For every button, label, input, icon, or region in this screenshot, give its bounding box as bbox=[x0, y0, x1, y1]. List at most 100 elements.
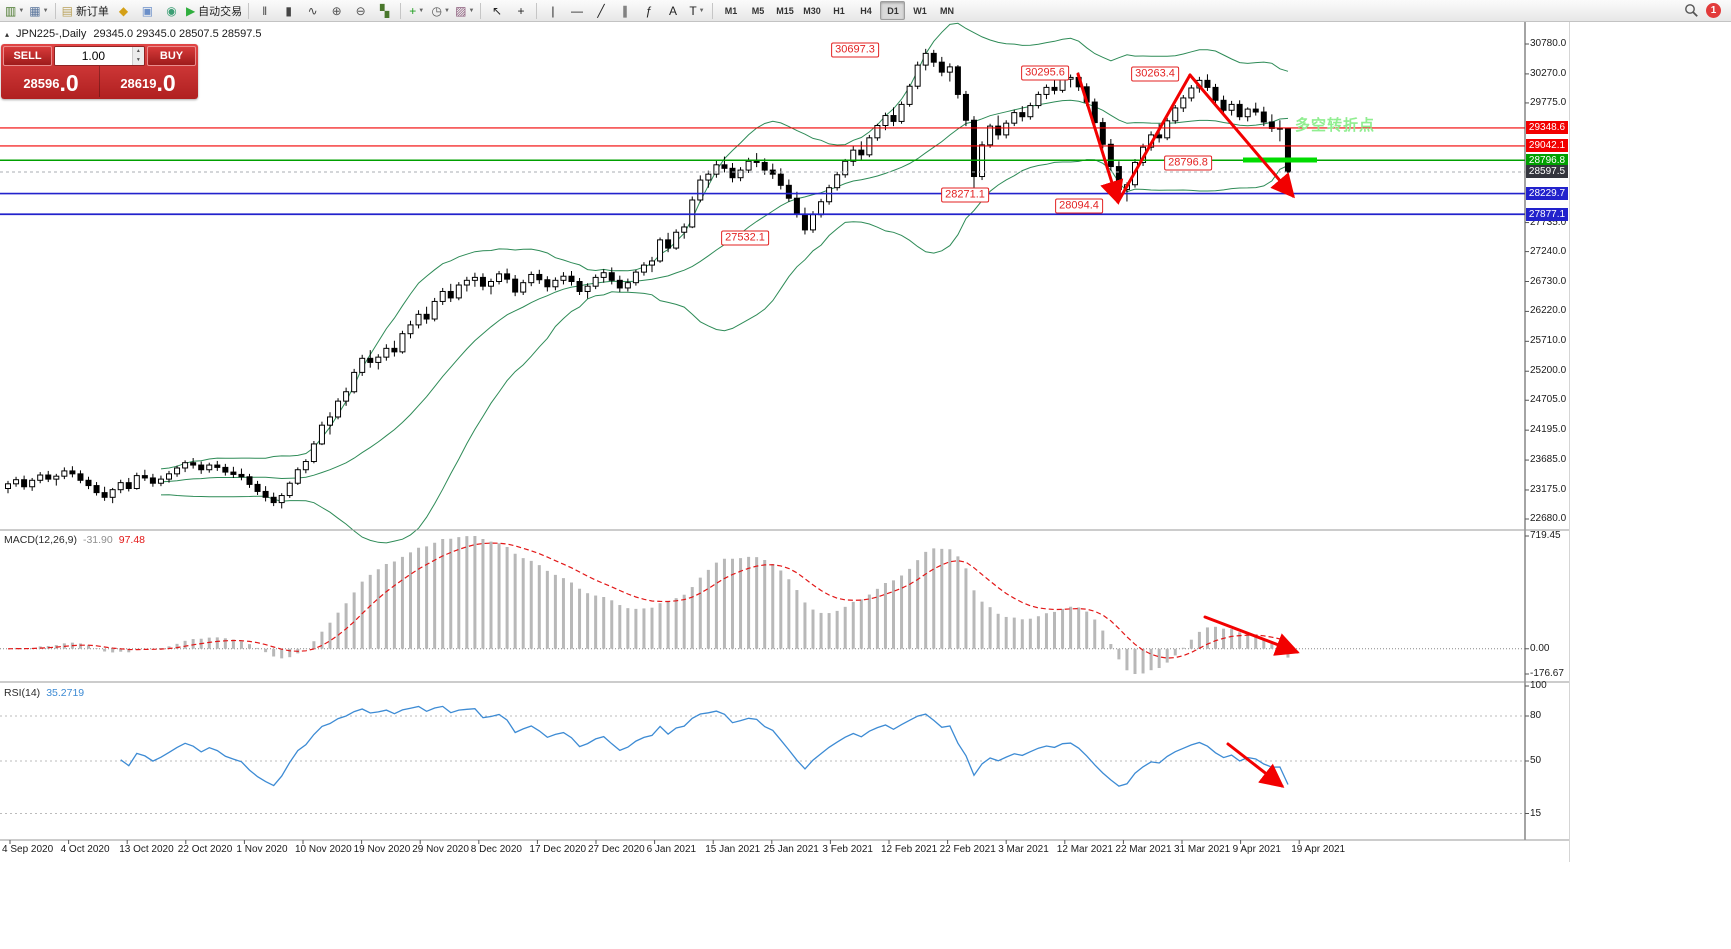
buy-price-fraction: .0 bbox=[156, 70, 176, 96]
templates-glyph: ▨ bbox=[455, 3, 467, 18]
tile-windows-icon[interactable]: ▚ bbox=[373, 2, 396, 20]
bar-chart-glyph: ‖ bbox=[262, 3, 268, 18]
horizontal-price-lines bbox=[0, 127, 1525, 216]
profiles-glyph: ▦ bbox=[29, 3, 41, 18]
line-chart-glyph: ∿ bbox=[307, 3, 318, 18]
toolbar-separator bbox=[480, 2, 482, 19]
timeframe-m30[interactable]: M30 bbox=[803, 5, 821, 16]
chevron-down-icon: ▼ bbox=[698, 7, 705, 14]
candlestick-chart-glyph: ▮ bbox=[285, 3, 292, 18]
chevron-down-icon: ▼ bbox=[42, 7, 49, 14]
fibonacci-glyph: ƒ bbox=[645, 3, 653, 18]
buy-price[interactable]: 28619.0 bbox=[100, 66, 196, 97]
market-watch-icon[interactable]: ▣ bbox=[136, 2, 159, 20]
periods-glyph: ◷ bbox=[431, 3, 442, 18]
zoom-in-glyph: ⊕ bbox=[331, 3, 342, 18]
horizontal-line-icon[interactable]: — bbox=[565, 2, 588, 20]
cursor-glyph: ↖ bbox=[491, 3, 502, 18]
timeframe-mn[interactable]: MN bbox=[939, 5, 954, 16]
text-icon[interactable]: A bbox=[661, 2, 684, 20]
market-watch-glyph: ▣ bbox=[141, 3, 154, 18]
trendline-glyph: ╱ bbox=[597, 3, 605, 18]
indicators-glyph: + bbox=[409, 3, 417, 18]
bollinger-bands bbox=[160, 22, 1289, 544]
annotation-layer bbox=[1076, 72, 1317, 788]
chart-canvas[interactable] bbox=[0, 22, 1569, 862]
horizontal-line-glyph: — bbox=[570, 3, 583, 18]
volume-stepper[interactable]: ▲ ▼ bbox=[54, 46, 145, 66]
candlestick-chart-icon[interactable]: ▮ bbox=[277, 2, 300, 20]
new-chart-glyph: ▥ bbox=[5, 3, 17, 18]
zoom-in-icon[interactable]: ⊕ bbox=[325, 2, 348, 20]
volume-spin-buttons: ▲ ▼ bbox=[131, 47, 144, 65]
metaeditor-icon[interactable]: ◆ bbox=[112, 2, 135, 20]
vertical-line-glyph: | bbox=[551, 3, 555, 18]
toolbar-separator bbox=[712, 2, 714, 19]
macd-signal-line bbox=[7, 542, 1289, 659]
rsi-value: 35.2719 bbox=[46, 687, 85, 699]
equidistant-channel-icon[interactable]: ∥ bbox=[613, 2, 636, 20]
trendline-icon[interactable]: ╱ bbox=[589, 2, 612, 20]
sell-button[interactable]: SELL bbox=[3, 46, 52, 66]
timeframe-w1[interactable]: W1 bbox=[913, 5, 927, 16]
timeframe-h4[interactable]: H4 bbox=[860, 5, 872, 16]
news-glyph: ◉ bbox=[166, 3, 177, 18]
buy-button[interactable]: BUY bbox=[147, 46, 196, 66]
turning-point-annotation: 多空转折点 bbox=[1295, 117, 1376, 134]
timeframe-d1[interactable]: D1 bbox=[880, 1, 906, 20]
volume-down-button[interactable]: ▼ bbox=[132, 56, 144, 65]
tile-windows-glyph: ▚ bbox=[380, 3, 390, 18]
ohlc-readout: 29345.0 29345.0 28507.5 28597.5 bbox=[93, 28, 262, 40]
cursor-icon[interactable]: ↖ bbox=[485, 2, 508, 20]
chevron-down-icon: ▼ bbox=[18, 7, 25, 14]
one-click-collapse-icon[interactable]: ▴ bbox=[5, 29, 10, 39]
toolbar-separator bbox=[536, 2, 538, 19]
templates-icon[interactable]: ▨ ▼ bbox=[453, 2, 476, 20]
equidistant-channel-glyph: ∥ bbox=[621, 3, 628, 18]
timeframe-m1[interactable]: M1 bbox=[724, 5, 738, 16]
rsi-panel bbox=[0, 715, 1525, 814]
candles-series bbox=[5, 48, 1291, 509]
arrow-tools-icon[interactable]: T ▼ bbox=[685, 2, 708, 20]
new-order-glyph: ▤ bbox=[61, 3, 73, 18]
macd-main-value: -31.90 bbox=[82, 534, 113, 546]
timeframe-m15[interactable]: M15 bbox=[776, 5, 794, 16]
toolbar: ▥ ▼ ▦ ▼ ▤ 新订单 ◆ ▣ ◉ ▶ 自动交易 ‖ ▮ ∿ ⊕ ⊖ ▚ + ▼ ◷ ▼ ▨ ▼ ↖ + | — ╱ ∥ ƒ A T ▼ M1… bbox=[0, 0, 1731, 22]
toolbar-right-group: 1 bbox=[1684, 3, 1728, 18]
zoom-out-icon[interactable]: ⊖ bbox=[349, 2, 372, 20]
chevron-down-icon: ▼ bbox=[443, 7, 450, 14]
chart-window[interactable]: 30780.0 30270.0 29775.0 27735.0 27240.0 26730… bbox=[0, 22, 1570, 862]
toolbar-separator bbox=[248, 2, 250, 19]
profiles-icon[interactable]: ▦ ▼ bbox=[27, 2, 50, 20]
chart-symbol-header: ▴ JPN225-,Daily 29345.0 29345.0 28507.5 … bbox=[5, 28, 262, 40]
volume-input[interactable] bbox=[55, 47, 132, 65]
autotrading-label: 自动交易 bbox=[198, 5, 243, 18]
volume-up-button[interactable]: ▲ bbox=[132, 47, 144, 56]
crosshair-glyph: + bbox=[517, 3, 525, 18]
rsi-line bbox=[120, 705, 1289, 787]
bar-chart-icon[interactable]: ‖ bbox=[253, 2, 276, 20]
search-icon[interactable] bbox=[1684, 3, 1699, 18]
fibonacci-icon[interactable]: ƒ bbox=[637, 2, 660, 20]
symbol-period-label: JPN225-,Daily bbox=[16, 28, 87, 40]
vertical-line-icon[interactable]: | bbox=[541, 2, 564, 20]
line-chart-icon[interactable]: ∿ bbox=[301, 2, 324, 20]
macd-signal-value: 97.48 bbox=[118, 534, 146, 546]
rsi-name: RSI(14) bbox=[4, 687, 41, 699]
periods-icon[interactable]: ◷ ▼ bbox=[429, 2, 452, 20]
new-order-button[interactable]: ▤ 新订单 bbox=[60, 2, 111, 20]
timeframe-group: M1 M5 M15 M30 H1 H4 D1 W1 MN bbox=[717, 1, 960, 20]
timeframe-h1[interactable]: H1 bbox=[833, 5, 845, 16]
crosshair-icon[interactable]: + bbox=[509, 2, 532, 20]
indicators-icon[interactable]: + ▼ bbox=[405, 2, 428, 20]
one-click-trade-panel: SELL ▲ ▼ BUY 28596.0 28619.0 bbox=[1, 44, 198, 99]
metaeditor-glyph: ◆ bbox=[118, 3, 129, 18]
timeframe-m5[interactable]: M5 bbox=[751, 5, 765, 16]
sell-price[interactable]: 28596.0 bbox=[3, 66, 100, 97]
sell-price-main: 28596 bbox=[23, 76, 60, 91]
notification-badge[interactable]: 1 bbox=[1706, 3, 1721, 18]
autotrading-button[interactable]: ▶ 自动交易 bbox=[184, 2, 244, 20]
buy-price-main: 28619 bbox=[120, 76, 157, 91]
new-chart-icon[interactable]: ▥ ▼ bbox=[3, 2, 26, 20]
news-icon[interactable]: ◉ bbox=[160, 2, 183, 20]
